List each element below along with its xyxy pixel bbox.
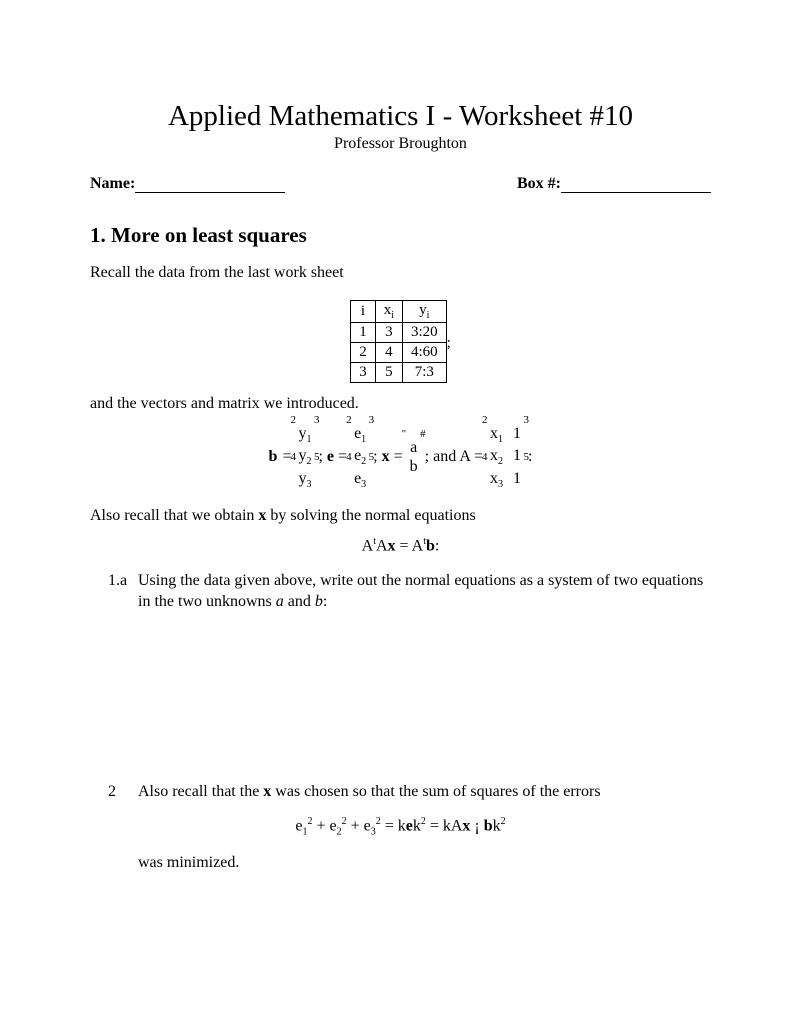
professor-line: Professor Broughton xyxy=(90,135,711,153)
th-i: i xyxy=(351,300,376,322)
name-label: Name: xyxy=(90,175,135,192)
box-label: Box #: xyxy=(517,175,561,192)
name-box-row: Name: Box #: xyxy=(90,175,711,193)
box-blank[interactable] xyxy=(561,178,711,193)
th-y: yi xyxy=(402,300,446,322)
question-2: 2 Also recall that the x was chosen so t… xyxy=(108,781,711,803)
question-1a: 1.a Using the data given above, write ou… xyxy=(108,570,711,613)
q2-tail: was minimized. xyxy=(138,852,711,874)
th-x: xi xyxy=(375,300,402,322)
table-row: 1 3 3:20 xyxy=(351,322,446,342)
table-row: 3 5 7:3 xyxy=(351,362,446,382)
section-heading: 1. More on least squares xyxy=(90,223,711,248)
answer-space-1a xyxy=(90,627,711,767)
data-table: i xi yi 1 3 3:20 2 4 4:60 3 5 7:3 xyxy=(350,300,446,383)
page-title: Applied Mathematics I - Worksheet #10 xyxy=(90,100,711,133)
recall-text: Recall the data from the last work sheet xyxy=(90,262,711,284)
error-equation: e12 + e22 + e32 = kek2 = kAx ¡ bk2 xyxy=(90,816,711,838)
vectors-equation: b= 23 45 y1 y2 y3 ; e = 23 45 e1 e2 e3 xyxy=(90,424,711,491)
table-header-row: i xi yi xyxy=(351,300,446,322)
table-row: 2 4 4:60 xyxy=(351,342,446,362)
table-semicolon: ; xyxy=(447,335,451,352)
normal-eq-text: Also recall that we obtain x by solving … xyxy=(90,505,711,527)
normal-equation: AtAx = Atb: xyxy=(90,536,711,555)
name-blank[interactable] xyxy=(135,178,285,193)
vectors-text: and the vectors and matrix we introduced… xyxy=(90,393,711,415)
